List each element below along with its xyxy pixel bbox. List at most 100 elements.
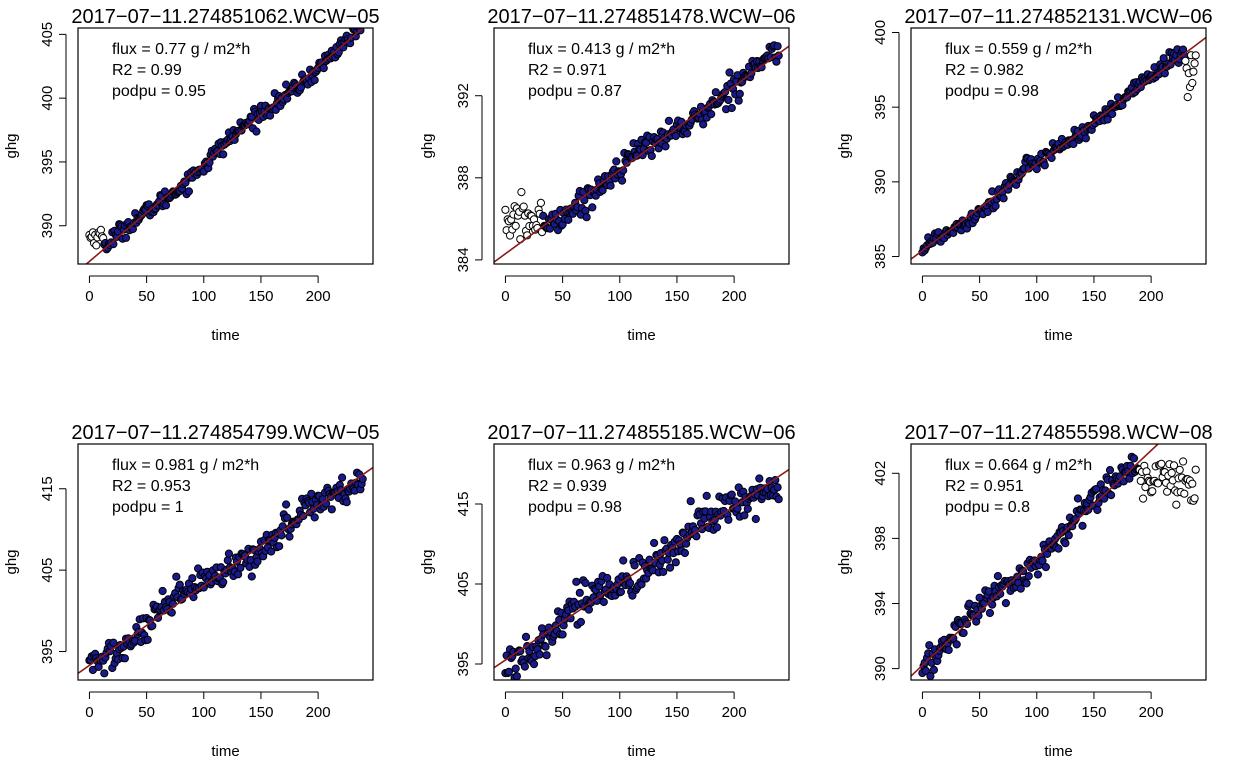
data-point — [598, 186, 607, 195]
chart-title: 2017−07−11.274855185.WCW−06 — [487, 422, 795, 444]
data-point — [541, 642, 550, 651]
x-tick-label: 200 — [722, 704, 747, 721]
excluded-data-point — [511, 221, 520, 230]
x-tick-label: 100 — [191, 288, 216, 305]
stat-annotation: R2 = 0.951 — [945, 478, 1024, 495]
y-tick-label: 415 — [39, 476, 56, 501]
data-point — [310, 76, 319, 85]
data-point — [564, 215, 573, 224]
excluded-data-point — [1169, 461, 1179, 470]
excluded-data-point — [1188, 78, 1197, 88]
y-axis-label: ghg — [3, 133, 20, 158]
data-point — [606, 181, 615, 190]
stat-annotation: podpu = 0.95 — [112, 83, 206, 100]
data-point — [999, 194, 1008, 203]
stat-annotation: podpu = 0.87 — [528, 83, 622, 100]
data-point — [121, 233, 131, 242]
y-tick-label: 405 — [455, 571, 472, 596]
data-point — [175, 580, 184, 589]
x-tick-label: 200 — [1139, 704, 1164, 721]
excluded-data-point — [1175, 465, 1184, 474]
y-tick-label: 394 — [872, 591, 889, 616]
data-point — [1061, 539, 1070, 548]
excluded-data-point — [96, 225, 106, 234]
data-point — [599, 597, 608, 607]
plot-frame — [910, 443, 1207, 681]
data-point — [952, 640, 961, 649]
data-point — [1105, 466, 1115, 475]
x-tick-label: 150 — [1081, 288, 1106, 305]
data-point — [650, 538, 659, 548]
plot-frame — [910, 27, 1207, 265]
data-point — [167, 608, 176, 617]
data-point — [327, 505, 336, 514]
data-point — [572, 577, 581, 586]
data-point — [285, 532, 294, 541]
data-point — [1064, 531, 1073, 540]
y-tick-label: 405 — [39, 22, 56, 47]
excluded-data-point — [1141, 483, 1150, 492]
data-point — [664, 116, 674, 126]
data-point — [1054, 544, 1063, 553]
data-point — [319, 64, 328, 73]
x-tick-label: 200 — [306, 288, 331, 305]
y-tick-label: 405 — [39, 558, 56, 583]
data-point — [630, 561, 639, 570]
x-tick-label: 100 — [607, 288, 632, 305]
x-tick-label: 50 — [138, 288, 155, 305]
x-tick-label: 200 — [306, 704, 331, 721]
data-point — [659, 567, 668, 577]
data-point — [734, 96, 743, 105]
data-point — [991, 201, 1000, 211]
excluded-data-point — [1191, 51, 1200, 60]
excluded-data-point — [1190, 59, 1199, 68]
data-point — [1107, 491, 1116, 500]
y-axis-label: ghg — [419, 133, 436, 158]
y-tick-label: 398 — [872, 526, 889, 551]
x-tick-label: 0 — [918, 704, 926, 721]
x-tick-label: 50 — [971, 704, 988, 721]
data-point — [223, 556, 232, 565]
chart-panel-3: 2017−07−11.274852131.WCW−06 time ghg 0 50 100… — [836, 6, 1213, 344]
data-point — [1038, 556, 1047, 566]
data-point — [158, 586, 167, 596]
data-point — [727, 103, 736, 113]
data-point — [338, 473, 347, 482]
data-point — [712, 523, 722, 532]
y-axis-label: ghg — [3, 549, 20, 574]
data-point — [219, 578, 228, 587]
y-tick-label: 390 — [872, 656, 889, 681]
data-point — [584, 605, 594, 614]
data-point — [773, 483, 782, 492]
data-point — [993, 572, 1003, 581]
excluded-data-point — [1153, 479, 1163, 488]
stat-annotation: R2 = 0.971 — [528, 62, 607, 79]
data-point — [944, 645, 953, 655]
data-point — [529, 660, 539, 669]
excluded-data-point — [1188, 479, 1197, 488]
data-point — [1078, 521, 1087, 530]
x-tick-label: 100 — [1024, 704, 1049, 721]
excluded-data-point — [1148, 487, 1157, 496]
data-point — [619, 556, 628, 565]
stat-annotation: R2 = 0.939 — [528, 478, 607, 495]
data-point — [707, 110, 716, 119]
data-point — [576, 617, 586, 627]
excluded-data-point — [1172, 500, 1181, 509]
data-point — [680, 548, 690, 558]
data-point — [224, 549, 233, 558]
x-axis-label: time — [627, 743, 655, 760]
data-point — [702, 491, 711, 500]
x-axis-label: time — [211, 743, 239, 760]
excluded-data-point — [1190, 494, 1199, 503]
x-axis-label: time — [1044, 327, 1072, 344]
data-point — [1093, 505, 1102, 515]
data-point — [725, 68, 734, 77]
data-point — [727, 490, 736, 499]
chart-panel-4: 2017−07−11.274854799.WCW−05 time ghg 0 50 100… — [3, 422, 380, 760]
stat-annotation: podpu = 0.8 — [945, 499, 1030, 516]
x-tick-label: 0 — [85, 704, 93, 721]
data-point — [1001, 599, 1011, 608]
